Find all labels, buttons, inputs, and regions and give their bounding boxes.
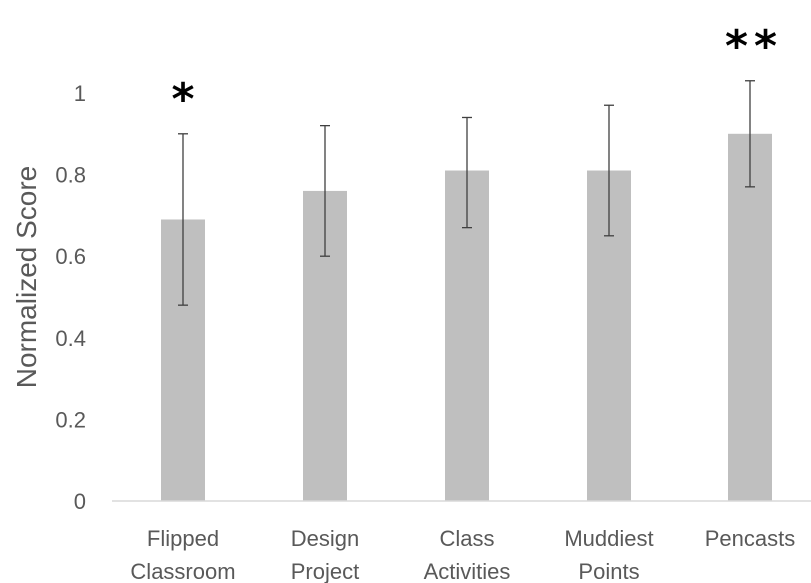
y-tick-label: 0.4	[55, 326, 86, 351]
error-bars	[178, 80, 755, 306]
x-category-label: Design	[291, 526, 359, 551]
y-tick-label: 0.6	[55, 244, 86, 269]
x-category-label: Class	[439, 526, 494, 551]
significance-marker: *	[171, 74, 194, 125]
error-bar	[178, 133, 188, 306]
y-tick-label: 0.2	[55, 407, 86, 432]
y-axis-ticks: 0 0.2 0.4 0.6 0.8 1	[55, 81, 86, 514]
x-category-label: Flipped	[147, 526, 219, 551]
y-tick-label: 0.8	[55, 163, 86, 188]
error-bar	[462, 116, 472, 229]
x-category-label: Classroom	[130, 559, 235, 583]
x-category-label: Pencasts	[705, 526, 796, 551]
error-bar	[745, 80, 755, 188]
x-category-label: Muddiest	[564, 526, 653, 551]
x-category-label: Project	[291, 559, 359, 583]
x-category-label: Activities	[424, 559, 511, 583]
x-axis-labels: Flipped Classroom Design Project Class Activi…	[130, 526, 795, 583]
y-axis-title: Normalized Score	[11, 166, 42, 389]
y-tick-label: 1	[74, 81, 86, 106]
bar	[728, 133, 772, 502]
error-bar	[320, 124, 330, 257]
y-tick-label: 0	[74, 489, 86, 514]
significance-marker: **	[725, 21, 783, 72]
error-bar	[604, 104, 614, 237]
significance-annotations: ***	[171, 21, 783, 125]
x-category-label: Points	[578, 559, 639, 583]
y-axis-title-group: Normalized Score	[11, 166, 42, 389]
